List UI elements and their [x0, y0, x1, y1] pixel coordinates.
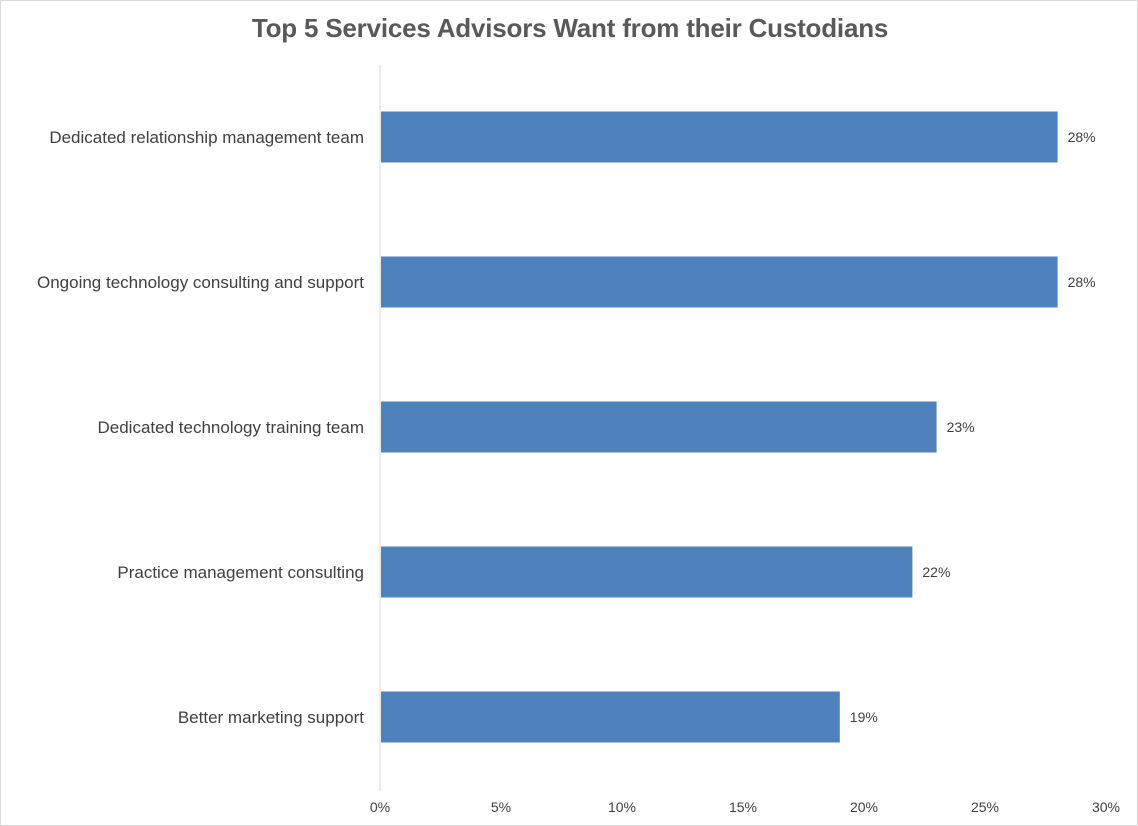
x-tick-label: 5%: [491, 799, 511, 815]
x-tick-label: 10%: [608, 799, 636, 815]
data-label: 28%: [1068, 274, 1096, 290]
data-label: 23%: [947, 419, 975, 435]
bar: [381, 401, 937, 453]
x-tick-label: 25%: [971, 799, 999, 815]
x-tick-label: 0%: [370, 799, 390, 815]
category-label: Dedicated technology training team: [98, 418, 365, 437]
chart-title: Top 5 Services Advisors Want from their …: [251, 13, 889, 43]
data-label: 22%: [922, 564, 950, 580]
data-label: 28%: [1068, 129, 1096, 145]
x-tick-label: 15%: [729, 799, 757, 815]
bar: [381, 691, 840, 743]
bar: [381, 546, 913, 598]
bar: [381, 111, 1058, 163]
x-tick-label: 30%: [1092, 799, 1120, 815]
data-label: 19%: [850, 709, 878, 725]
x-tick-label: 20%: [850, 799, 878, 815]
category-label: Better marketing support: [178, 708, 364, 727]
category-label: Ongoing technology consulting and suppor…: [37, 273, 364, 292]
bar: [381, 256, 1058, 308]
category-label: Dedicated relationship management team: [49, 128, 364, 147]
category-label: Practice management consulting: [117, 563, 364, 582]
